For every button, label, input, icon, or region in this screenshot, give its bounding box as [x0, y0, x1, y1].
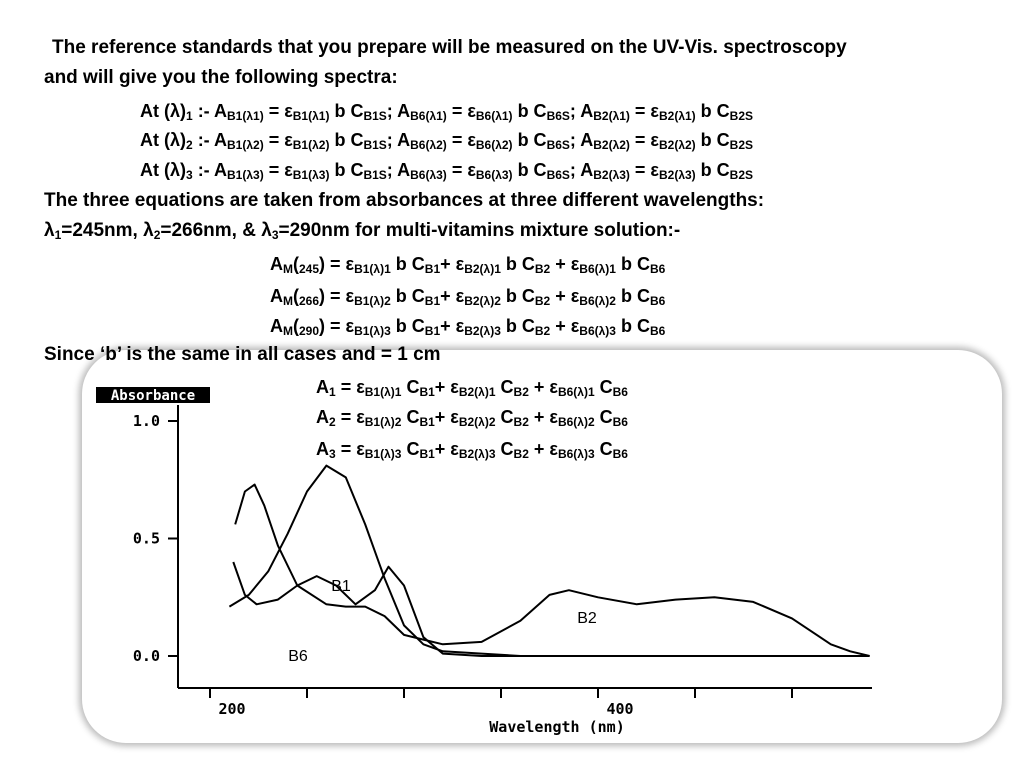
at-equation-1: At (λ)1 :- AB1(λ1) = εB1(λ1) b CB1S; AB6…	[140, 101, 754, 123]
mixture-equation-2: AM(266) = εB1(λ)2 b CB1+ εB2(λ)2 b CB2 +…	[270, 286, 666, 308]
since-text: Since ‘b’ is the same in all cases and =…	[44, 344, 441, 365]
final-equation-3: A3 = εB1(λ)3 CB1+ εB2(λ)3 CB2 + εB6(λ)3 …	[316, 439, 628, 461]
x-axis-title: Wavelength (nm)	[489, 718, 624, 736]
ylabel-background	[96, 387, 210, 403]
y-axis-title: Absorbance	[111, 388, 195, 404]
wavelength-intro: The three equations are taken from absor…	[44, 190, 765, 211]
final-equation-2: A2 = εB1(λ)2 CB1+ εB2(λ)2 CB2 + εB6(λ)2 …	[316, 407, 628, 429]
series-line-b1	[228, 464, 870, 657]
label-b6: B6	[288, 648, 308, 665]
final-equation-1: A1 = εB1(λ)1 CB1+ εB2(λ)1 CB2 + εB6(λ)1 …	[316, 377, 628, 399]
spectrum-figure: 1.0 0.5 0.0 200 400 Absorbance Wavelength (nm)…	[82, 350, 1002, 743]
wavelength-values: λ1=245nm, λ2=266nm, & λ3=290nm for multi…	[44, 220, 681, 242]
series-line-b2	[234, 483, 870, 657]
intro-line-2: and will give you the following spectra:	[44, 67, 398, 88]
mixture-equation-3: AM(290) = εB1(λ)3 b CB1+ εB2(λ)3 b CB2 +…	[270, 316, 666, 338]
x-tick-label: 400	[606, 700, 633, 718]
mixture-equation-1: AM(245) = εB1(λ)1 b CB1+ εB2(λ)1 b CB2 +…	[270, 254, 666, 276]
label-b2: B2	[577, 610, 597, 627]
x-tick-label: 200	[218, 700, 245, 718]
at-equation-2: At (λ)2 :- AB1(λ2) = εB1(λ2) b CB1S; AB6…	[140, 130, 754, 152]
at-equation-3: At (λ)3 :- AB1(λ3) = εB1(λ3) b CB1S; AB6…	[140, 160, 754, 182]
y-tick-label: 1.0	[133, 412, 160, 430]
series-line-b6	[232, 561, 870, 657]
intro-line-1: The reference standards that you prepare…	[52, 37, 847, 58]
y-tick-label: 0.0	[133, 647, 160, 665]
label-b1: B1	[331, 578, 351, 595]
spectrum-chart: 1.0 0.5 0.0 200 400 Absorbance Wavelength (nm)…	[96, 387, 872, 736]
y-tick-label: 0.5	[133, 530, 160, 548]
